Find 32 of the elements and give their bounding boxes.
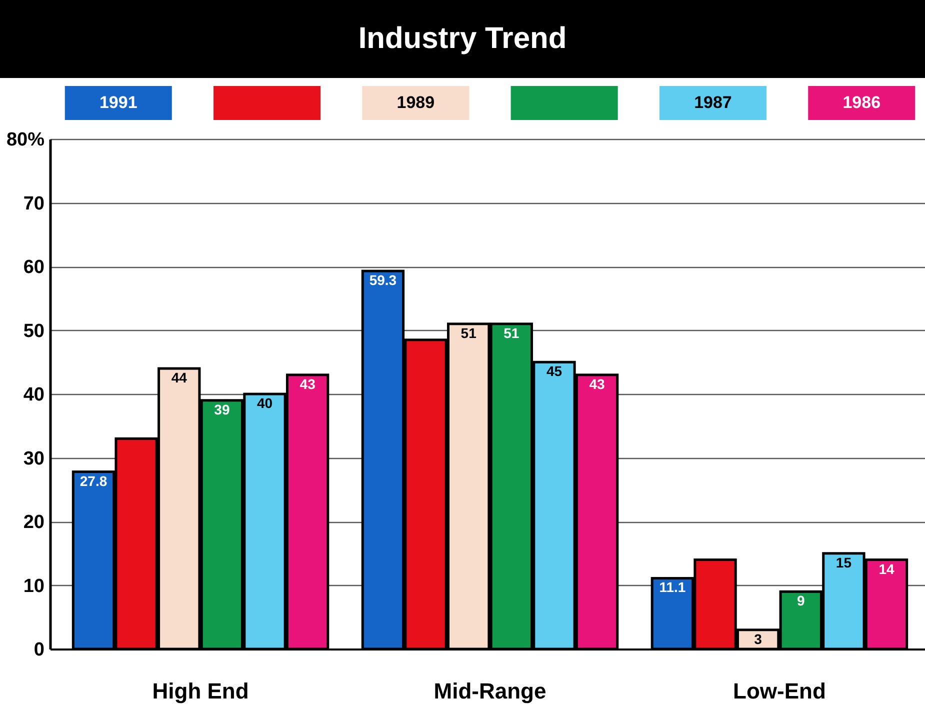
data-label: 51 (460, 324, 477, 341)
data-label: 3 (754, 630, 762, 647)
data-label: 27.8 (80, 472, 108, 489)
x-tick-label: High End (152, 678, 249, 704)
data-label: 43 (300, 376, 316, 392)
y-tick-label: 80% (6, 130, 45, 150)
y-tick-label: 10 (23, 576, 44, 597)
y-tick-label: 30 (23, 448, 44, 470)
y-tick-label: 20 (23, 512, 44, 533)
data-label: 59.3 (369, 272, 397, 288)
data-label: 14 (878, 560, 895, 577)
data-label: 9 (796, 592, 805, 609)
y-tick-label: 60 (23, 257, 44, 278)
y-tick-label: 50 (23, 320, 44, 342)
data-label: 11.1 (659, 579, 686, 596)
text: 1991 (99, 93, 138, 112)
data-label: 40 (256, 395, 273, 411)
data-label: 43 (589, 376, 606, 392)
y-tick-label: 0 (34, 640, 44, 660)
data-label: 51 (504, 324, 520, 341)
chart-title: Industry Trend (0, 0, 925, 78)
text: 1989 (396, 93, 435, 112)
y-tick-label: 40 (23, 384, 44, 406)
text: 1986 (842, 93, 881, 112)
text: 1987 (694, 93, 732, 112)
data-label: 39 (214, 401, 230, 418)
y-tick-label: 70 (23, 193, 44, 214)
data-label: 45 (546, 363, 562, 380)
data-label: 15 (836, 554, 852, 570)
x-tick-label: Mid-Range (434, 678, 546, 704)
data-label: 44 (171, 370, 188, 386)
x-tick-label: Low-End (733, 678, 826, 704)
